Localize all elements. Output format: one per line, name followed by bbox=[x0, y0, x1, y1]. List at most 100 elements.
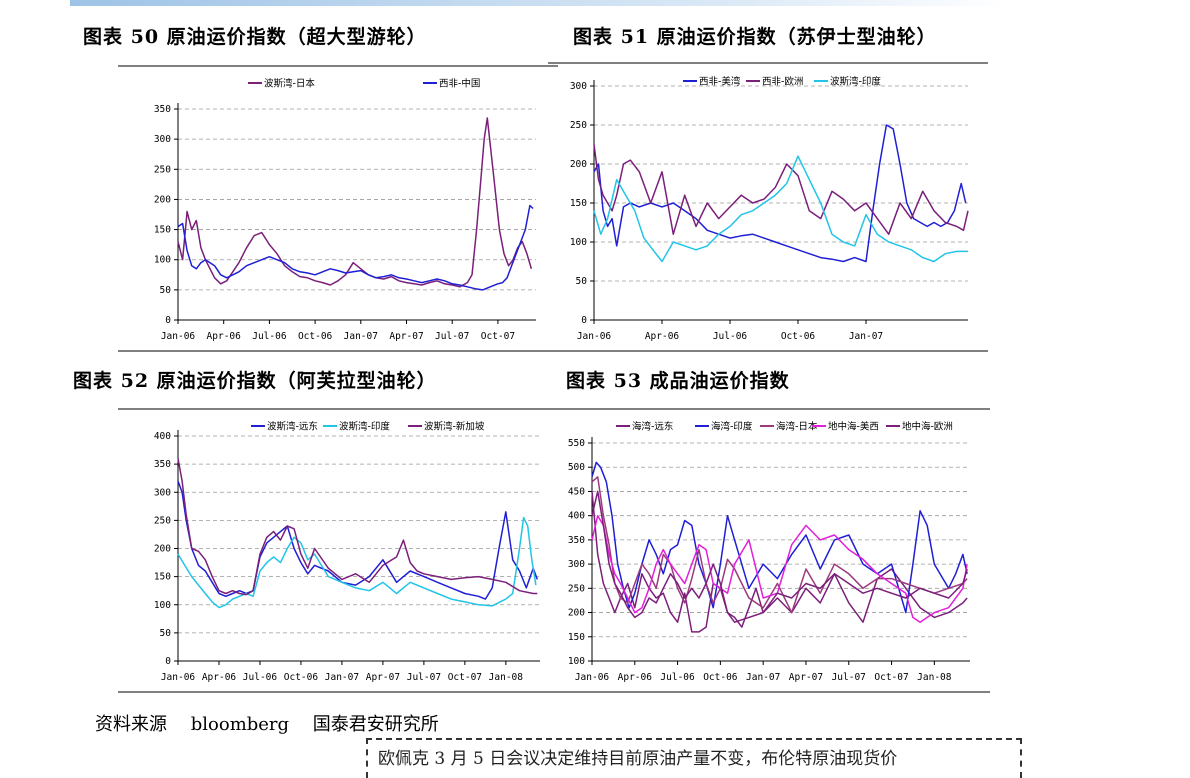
x-tick-label: Apr-07 bbox=[789, 672, 823, 683]
source-provider: bloomberg bbox=[190, 714, 290, 735]
y-tick-label: 200 bbox=[570, 159, 587, 170]
series-line-3 bbox=[177, 458, 538, 596]
y-tick-label: 150 bbox=[154, 225, 171, 236]
legend-label-3: 波斯湾-印度 bbox=[830, 76, 881, 88]
y-tick-label: 100 bbox=[568, 656, 585, 667]
x-tick-label: Apr-07 bbox=[389, 331, 423, 342]
legend-label-2: 海湾-印度 bbox=[711, 421, 753, 433]
x-tick-label: Jul-07 bbox=[832, 672, 866, 683]
series-line-3 bbox=[593, 155, 968, 263]
x-tick-label: Apr-06 bbox=[618, 672, 653, 683]
y-tick-label: 50 bbox=[160, 285, 172, 296]
chart-52-svg: 0 50 100 150 200 250 300 350 400 Jan-06 Apr-06 Jul-… bbox=[118, 408, 558, 693]
x-tick-label: Oct-07 bbox=[481, 331, 515, 342]
y-tick-label: 0 bbox=[581, 315, 587, 326]
x-tick-label: Jul-06 bbox=[713, 331, 748, 342]
y-tick-label: 500 bbox=[568, 462, 585, 473]
x-tick-label: Jan-07 bbox=[344, 331, 378, 342]
legend-label-5: 地中海-欧洲 bbox=[902, 421, 953, 433]
x-tick-label: Apr-06 bbox=[207, 331, 242, 342]
chart-50-svg: 0 50 100 150 200 250 300 350 Jan-06 Apr-06 Jul-06 O… bbox=[118, 65, 558, 352]
x-tick-label: Jan-07 bbox=[325, 672, 359, 683]
series-line-2 bbox=[593, 144, 969, 235]
legend-label-2: 波斯湾-印度 bbox=[339, 421, 390, 433]
chart-51-title: 图表 51 原油运价指数（苏伊士型油轮） bbox=[573, 26, 937, 48]
x-tick-label: Jul-06 bbox=[243, 672, 278, 683]
y-tick-label: 150 bbox=[154, 572, 171, 583]
legend-label-3: 波斯湾-新加坡 bbox=[424, 421, 485, 433]
series-line-1 bbox=[177, 117, 533, 288]
y-tick-label: 150 bbox=[568, 632, 585, 643]
legend-label-2: 西非-中国 bbox=[439, 78, 480, 90]
y-tick-label: 0 bbox=[165, 656, 171, 667]
y-tick-label: 250 bbox=[568, 583, 585, 594]
source-line: 资料来源 bloomberg 国泰君安研究所 bbox=[95, 710, 457, 736]
legend-label-1: 西非-美湾 bbox=[699, 76, 741, 88]
y-tick-label: 200 bbox=[568, 608, 585, 619]
x-tick-label: Jul-06 bbox=[252, 331, 287, 342]
y-tick-label: 150 bbox=[570, 198, 587, 209]
y-tick-label: 100 bbox=[570, 237, 587, 248]
chart-50-panel: 0 50 100 150 200 250 300 350 Jan-06 Apr-06 Jul-06 O… bbox=[118, 62, 558, 352]
chart-52-panel: 0 50 100 150 200 250 300 350 400 Jan-06 Apr-06 Jul-… bbox=[118, 406, 558, 696]
chart-51-svg: 0 50 100 150 200 250 300 Jan-06 Apr-06 Jul-06 Oct-… bbox=[548, 62, 988, 352]
x-tick-label: Oct-06 bbox=[298, 331, 333, 342]
y-tick-label: 250 bbox=[154, 515, 171, 526]
x-tick-label: Oct-06 bbox=[781, 331, 816, 342]
x-tick-label: Jan-07 bbox=[746, 672, 780, 683]
y-tick-label: 400 bbox=[568, 511, 585, 522]
y-tick-label: 550 bbox=[568, 438, 585, 449]
x-tick-label: Jan-06 bbox=[161, 331, 196, 342]
chart-53-title: 图表 53 成品油运价指数 bbox=[566, 370, 790, 392]
note-box: 欧佩克 3 月 5 日会议决定维持目前原油产量不变，布伦特原油现货价 bbox=[366, 738, 1022, 778]
series-line-1 bbox=[593, 124, 967, 263]
y-tick-label: 300 bbox=[154, 487, 171, 498]
y-tick-label: 300 bbox=[568, 559, 585, 570]
series-line-2 bbox=[591, 461, 968, 614]
y-tick-label: 300 bbox=[154, 134, 171, 145]
series-line-1 bbox=[177, 480, 539, 600]
x-tick-label: Jan-06 bbox=[575, 672, 610, 683]
series-line-4 bbox=[591, 514, 968, 623]
chart-53-panel: 100 150 200 250 300 350 400 450 500 550 Jan-06 Apr-… bbox=[550, 406, 990, 696]
x-tick-label: Jan-08 bbox=[489, 672, 524, 683]
x-tick-label: Jan-07 bbox=[849, 331, 883, 342]
legend-label-4: 地中海-美西 bbox=[828, 421, 879, 433]
x-tick-label: Oct-07 bbox=[448, 672, 482, 683]
y-tick-label: 250 bbox=[154, 164, 171, 175]
x-tick-label: Jan-06 bbox=[577, 331, 612, 342]
y-tick-label: 300 bbox=[570, 81, 587, 92]
y-tick-label: 50 bbox=[576, 276, 588, 287]
x-tick-label: Apr-06 bbox=[202, 672, 237, 683]
y-tick-label: 350 bbox=[568, 535, 585, 546]
y-tick-label: 350 bbox=[154, 459, 171, 470]
series-line-2 bbox=[177, 516, 537, 609]
series-line-5 bbox=[591, 490, 968, 623]
y-tick-label: 50 bbox=[160, 628, 172, 639]
header-gradient-bar bbox=[70, 0, 1010, 6]
source-label: 资料来源 bbox=[95, 714, 167, 735]
source-institute: 国泰君安研究所 bbox=[312, 714, 439, 735]
chart-53-svg: 100 150 200 250 300 350 400 450 500 550 Jan-06 Apr-… bbox=[550, 408, 990, 693]
y-tick-label: 450 bbox=[568, 486, 585, 497]
x-tick-label: Jul-06 bbox=[660, 672, 695, 683]
x-tick-label: Jan-08 bbox=[917, 672, 952, 683]
y-tick-label: 250 bbox=[570, 120, 587, 131]
x-tick-label: Oct-07 bbox=[874, 672, 908, 683]
x-tick-label: Jul-07 bbox=[407, 672, 441, 683]
x-tick-label: Jan-06 bbox=[161, 672, 196, 683]
x-tick-label: Oct-06 bbox=[703, 672, 738, 683]
y-tick-label: 200 bbox=[154, 544, 171, 555]
legend-label-2: 西非-欧洲 bbox=[762, 76, 803, 88]
y-tick-label: 350 bbox=[154, 104, 171, 115]
legend-label-1: 波斯湾-远东 bbox=[267, 421, 318, 433]
note-text: 欧佩克 3 月 5 日会议决定维持目前原油产量不变，布伦特原油现货价 bbox=[378, 749, 898, 769]
x-tick-label: Jul-07 bbox=[435, 331, 469, 342]
x-tick-label: Oct-06 bbox=[284, 672, 319, 683]
series-line-2 bbox=[177, 204, 534, 291]
chart-51-panel: 0 50 100 150 200 250 300 Jan-06 Apr-06 Jul-06 Oct-… bbox=[548, 62, 988, 352]
y-tick-label: 0 bbox=[165, 315, 171, 326]
y-tick-label: 200 bbox=[154, 194, 171, 205]
chart-50-title: 图表 50 原油运价指数（超大型游轮） bbox=[83, 26, 427, 48]
legend-label-3: 海湾-日本 bbox=[776, 421, 818, 433]
